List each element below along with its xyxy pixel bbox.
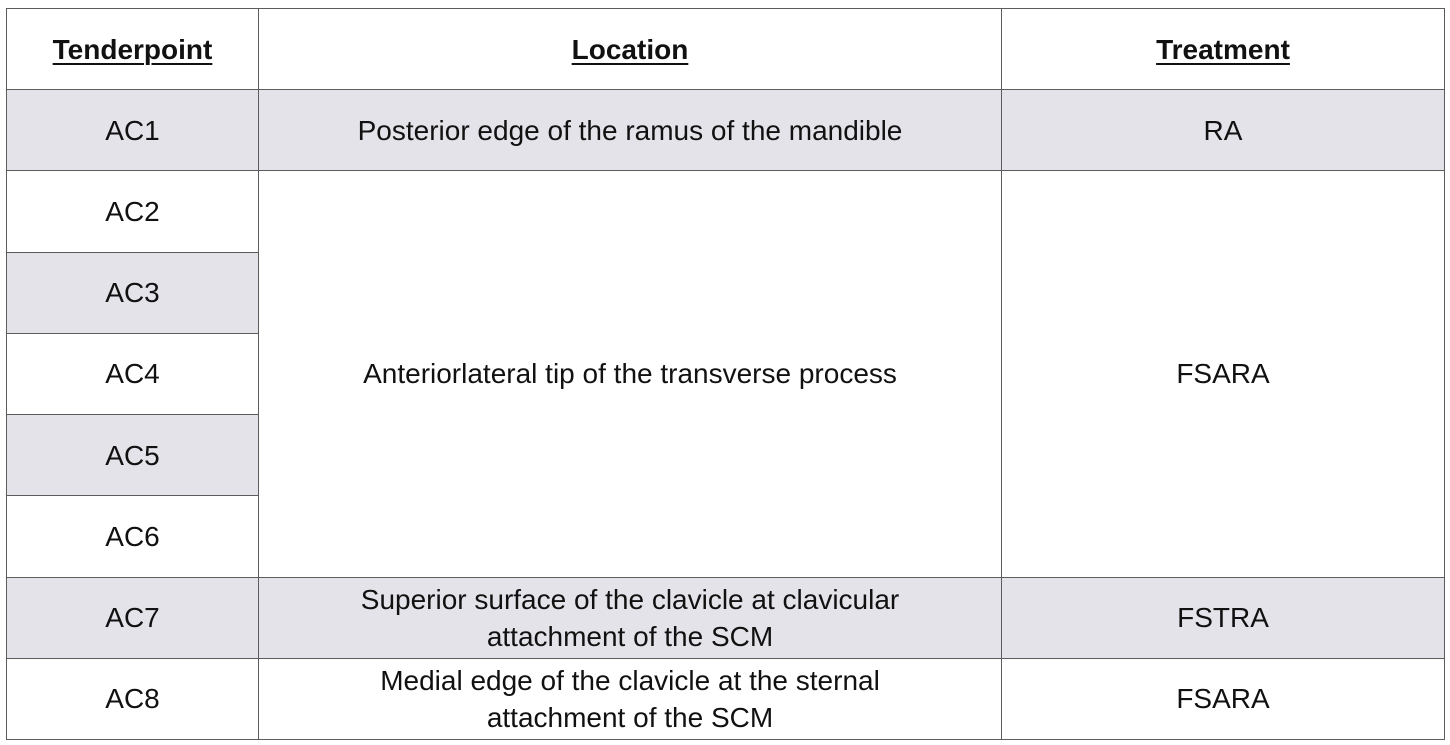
location-line-2: attachment of the SCM (486, 701, 774, 733)
table-row: AC7 Superior surface of the clavicle at … (6, 576, 1445, 659)
tenderpoint-table: Tenderpoint Location Treatment AC1 Poste… (6, 7, 1445, 741)
table-row: AC4 (6, 332, 1445, 416)
tenderpoint-cell: AC2 (6, 170, 259, 253)
tenderpoint-cell: AC8 (6, 657, 259, 741)
tenderpoint-cell: AC3 (6, 251, 259, 334)
tenderpoint-cell: AC4 (6, 332, 259, 416)
table-row: AC6 (6, 495, 1445, 578)
merged-treatment-cell: FSARA (1001, 170, 1445, 578)
location-cell: Superior surface of the clavicle at clav… (258, 576, 1002, 659)
treatment-cell: FSTRA (1001, 576, 1445, 659)
table-row: AC1 Posterior edge of the ramus of the m… (6, 89, 1445, 172)
treatment-cell: RA (1001, 89, 1445, 172)
table-header-row: Tenderpoint Location Treatment (6, 7, 1445, 91)
table-row: AC3 (6, 251, 1445, 334)
tenderpoint-cell: AC1 (6, 89, 259, 172)
location-line-2: attachment of the SCM (486, 620, 774, 652)
location-line-1: Medial edge of the clavicle at the stern… (380, 664, 880, 696)
treatment-cell: FSARA (1001, 657, 1445, 741)
merged-location-cell: Anteriorlateral tip of the transverse pr… (258, 170, 1002, 578)
location-line-1: Superior surface of the clavicle at clav… (360, 583, 900, 615)
tenderpoint-cell: AC7 (6, 576, 259, 659)
header-tenderpoint: Tenderpoint (6, 7, 259, 91)
tenderpoint-cell: AC5 (6, 414, 259, 497)
tenderpoint-cell: AC6 (6, 495, 259, 578)
header-treatment: Treatment (1001, 7, 1445, 91)
table-row: AC2 Anteriorlateral tip of the transvers… (6, 170, 1445, 578)
location-cell: Posterior edge of the ramus of the mandi… (258, 89, 1002, 172)
location-cell: Medial edge of the clavicle at the stern… (258, 657, 1002, 741)
header-location: Location (258, 7, 1002, 91)
table-row: AC8 Medial edge of the clavicle at the s… (6, 657, 1445, 741)
